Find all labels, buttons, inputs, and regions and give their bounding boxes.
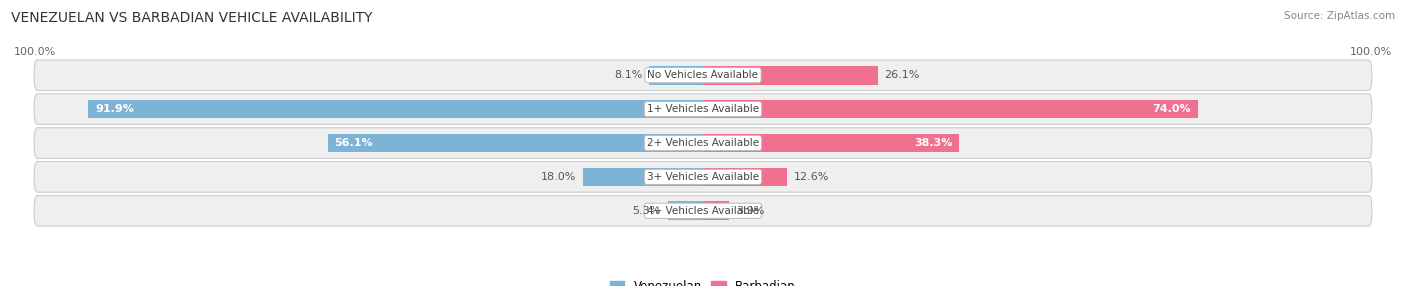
- Text: 3.9%: 3.9%: [735, 206, 763, 216]
- Bar: [703, 201, 730, 220]
- Text: 12.6%: 12.6%: [794, 172, 830, 182]
- FancyBboxPatch shape: [34, 94, 1372, 124]
- FancyBboxPatch shape: [34, 196, 1372, 226]
- Bar: [703, 100, 1198, 118]
- Text: 5.3%: 5.3%: [633, 206, 661, 216]
- Text: 1+ Vehicles Available: 1+ Vehicles Available: [647, 104, 759, 114]
- Bar: [703, 66, 877, 85]
- Text: No Vehicles Available: No Vehicles Available: [648, 70, 758, 80]
- FancyBboxPatch shape: [34, 128, 1372, 158]
- Text: 100.0%: 100.0%: [14, 47, 56, 57]
- Text: 8.1%: 8.1%: [614, 70, 643, 80]
- Text: VENEZUELAN VS BARBADIAN VEHICLE AVAILABILITY: VENEZUELAN VS BARBADIAN VEHICLE AVAILABI…: [11, 11, 373, 25]
- Bar: [582, 168, 703, 186]
- FancyBboxPatch shape: [34, 162, 1372, 192]
- Bar: [328, 134, 703, 152]
- Text: 100.0%: 100.0%: [1350, 47, 1392, 57]
- Text: 4+ Vehicles Available: 4+ Vehicles Available: [647, 206, 759, 216]
- Text: 2+ Vehicles Available: 2+ Vehicles Available: [647, 138, 759, 148]
- Text: 18.0%: 18.0%: [540, 172, 576, 182]
- Text: 3+ Vehicles Available: 3+ Vehicles Available: [647, 172, 759, 182]
- Text: 26.1%: 26.1%: [884, 70, 920, 80]
- Bar: [668, 201, 703, 220]
- Text: 74.0%: 74.0%: [1153, 104, 1191, 114]
- Text: 38.3%: 38.3%: [914, 138, 952, 148]
- FancyBboxPatch shape: [34, 60, 1372, 90]
- Bar: [703, 168, 787, 186]
- Text: 56.1%: 56.1%: [335, 138, 373, 148]
- Bar: [89, 100, 703, 118]
- Legend: Venezuelan, Barbadian: Venezuelan, Barbadian: [606, 276, 800, 286]
- Text: 91.9%: 91.9%: [96, 104, 134, 114]
- Bar: [648, 66, 703, 85]
- Bar: [703, 134, 959, 152]
- Text: Source: ZipAtlas.com: Source: ZipAtlas.com: [1284, 11, 1395, 21]
